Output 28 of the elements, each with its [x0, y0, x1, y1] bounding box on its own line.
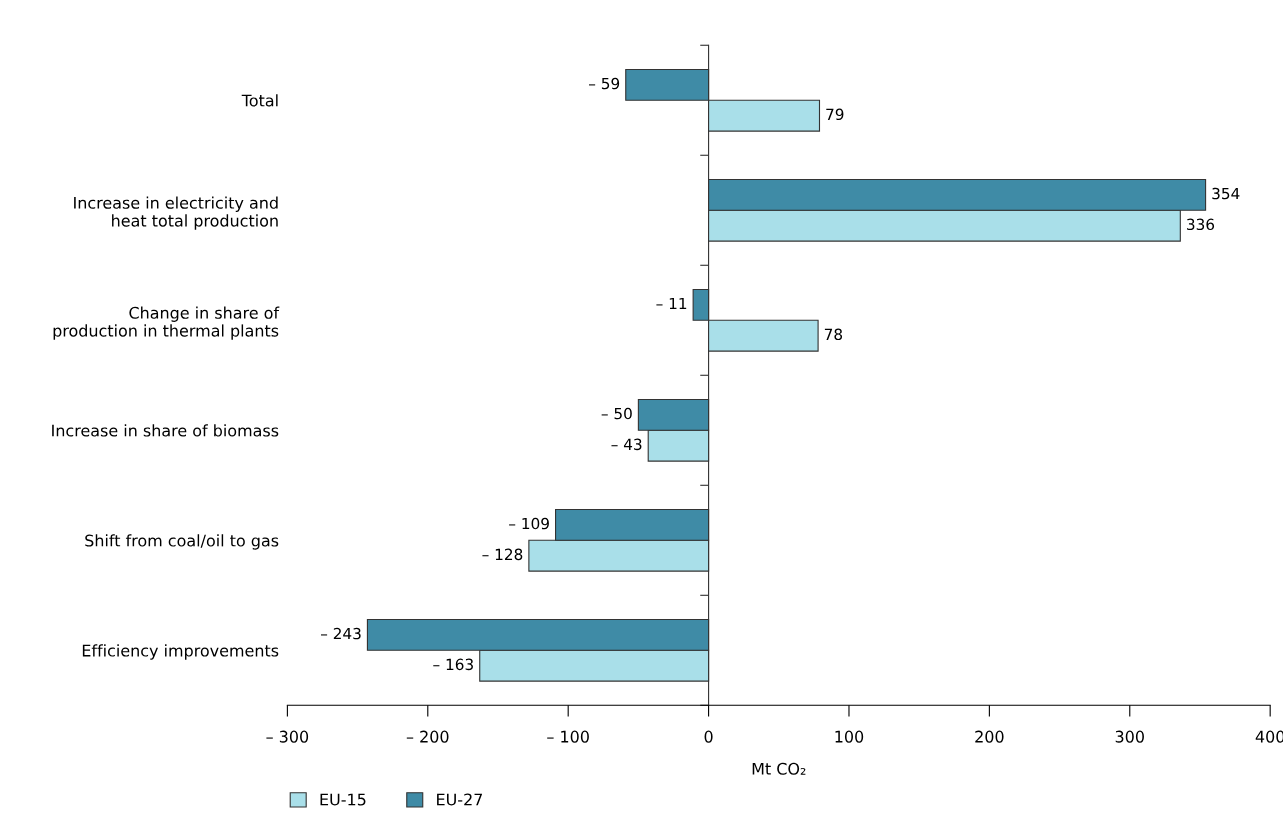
data-label: – 43	[611, 438, 642, 451]
x-tick-label: 0	[704, 730, 713, 743]
x-tick-label: – 200	[406, 730, 449, 743]
x-tick-label: – 300	[266, 730, 309, 743]
data-label: – 243	[320, 627, 361, 640]
x-axis-title: Mt CO₂	[752, 762, 806, 775]
data-label: – 11	[656, 297, 687, 310]
x-tick-label: 300	[1115, 730, 1144, 743]
y-tick-label: Increase in electricity and heat total production	[74, 196, 278, 230]
data-label: – 128	[482, 548, 523, 561]
y-tick-label: Change in share of production in thermal plants	[53, 306, 280, 340]
data-label: – 109	[509, 517, 549, 530]
data-label: 78	[824, 328, 843, 341]
y-tick-label: Increase in share of biomass	[52, 424, 279, 437]
y-tick-label: Efficiency improvements	[82, 644, 279, 660]
data-label: 336	[1187, 218, 1215, 231]
data-label: – 50	[601, 407, 632, 420]
x-tick-label: 100	[835, 730, 864, 743]
x-tick-label: 200	[975, 730, 1004, 743]
legend-label: EU-15	[320, 793, 366, 806]
data-label: – 59	[589, 77, 620, 90]
legend-label: EU-27	[437, 793, 483, 806]
data-label: 79	[826, 108, 844, 121]
y-tick-label: Shift from coal/oil to gas	[85, 534, 279, 550]
x-tick-label: – 100	[547, 730, 589, 743]
data-label: 354	[1212, 187, 1240, 200]
data-label: – 163	[433, 658, 473, 671]
y-tick-label: Total	[241, 94, 278, 107]
